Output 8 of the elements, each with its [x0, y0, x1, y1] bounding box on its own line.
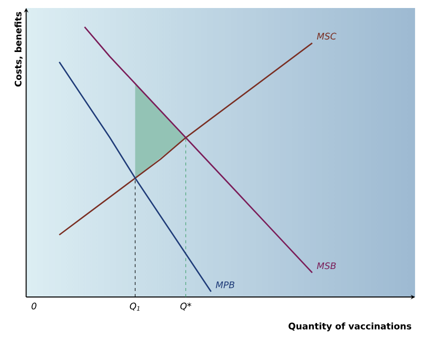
x-tick-label: 0	[32, 302, 36, 310]
y-axis-title: Costs, benefits	[14, 12, 23, 87]
x-tick-label: Q*	[180, 302, 192, 310]
x-tick-label: Q$_{1}$	[130, 302, 140, 311]
series-label: MSC	[316, 32, 336, 40]
series-label: MPB	[216, 282, 234, 288]
x-axis-title: Quantity of vaccinations	[288, 322, 412, 332]
series-label: MSB	[316, 262, 336, 270]
